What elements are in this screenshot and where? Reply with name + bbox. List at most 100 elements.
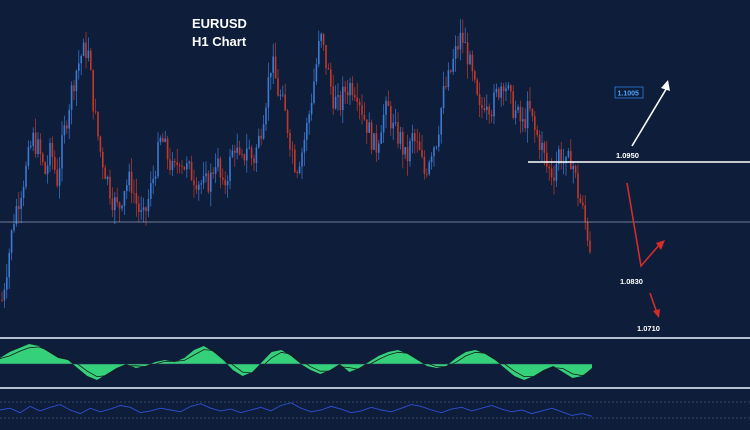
candle [394,108,397,127]
candle-body [10,230,13,253]
candle [459,19,462,61]
candle-body [505,88,507,92]
candle [524,108,526,133]
candle [34,118,37,158]
candle-body [488,106,490,115]
candle [294,144,296,174]
candle-body [248,147,250,149]
candle-body [310,102,313,115]
candle [80,54,82,76]
candle-body [306,122,308,140]
candle [58,157,61,199]
candle-body [190,161,193,181]
candle-body [140,210,142,213]
candle-body [231,150,234,157]
candle-body [546,152,548,167]
candle-body [94,111,97,113]
candle [404,147,406,160]
candle-body [486,106,488,111]
candle-body [433,147,435,157]
candle [469,50,471,66]
candle-body [39,139,42,154]
candle-body [258,135,260,148]
candle-body [70,85,73,110]
candle [231,144,234,159]
candle-body [255,147,258,164]
candle-body [20,197,22,209]
candle [3,283,6,308]
candle-body [589,240,591,252]
candle [306,117,308,151]
candle-body [128,171,130,186]
candle-body [212,172,214,174]
candle [510,84,512,104]
candle [339,90,342,116]
candle [296,169,298,178]
candle [387,90,390,107]
candle-body [541,142,543,150]
oscillator-area [0,344,592,380]
candle-body [373,133,375,150]
candle-body [325,45,327,69]
candle [315,57,318,85]
candle-body [466,42,469,65]
candle [534,111,536,143]
candle-body [207,173,210,192]
candle-body [34,132,37,154]
candle [462,19,464,54]
candle [255,144,258,172]
candle [433,145,435,167]
candle-body [334,96,337,109]
candle-body [354,95,356,98]
candle [49,138,51,173]
candle-body [142,207,145,211]
candle [246,133,248,173]
candle-body [474,71,476,80]
candle-body [286,110,289,133]
target-label-1-0830: 1.0830 [620,277,643,286]
candle-body [457,46,459,50]
candle [219,156,222,189]
candle-body [582,202,584,206]
candle [558,145,560,171]
candle-body [361,105,363,115]
candle-body [483,108,486,111]
candle [56,158,58,188]
candle-body [102,151,104,168]
candle-body [32,132,34,146]
candle-body [421,149,423,157]
candle-body [138,203,140,213]
candle-body [99,136,102,152]
candle [498,86,500,101]
up-arrow-shaft [631,85,669,147]
candle-body [277,78,279,96]
candle-body [375,133,378,153]
candle-body [150,183,152,200]
candle-body [63,125,66,136]
candle-body [586,221,589,241]
candle [102,147,104,180]
candle [272,43,274,85]
candle [13,213,15,233]
candle-body [210,172,212,192]
candle [198,181,200,201]
candle [97,111,99,141]
candle-body [27,147,30,166]
candle [430,152,433,170]
candle-body [404,147,406,155]
candle-body [390,106,392,129]
candle-body [454,46,457,59]
candle-body [109,176,111,199]
candle [450,69,452,74]
candle [517,104,519,114]
candle [224,171,226,194]
candle [274,42,277,79]
candle [169,148,171,175]
candle [1,291,3,302]
candle [176,148,178,174]
candle [284,83,286,111]
candle [291,141,294,164]
rsi-line [0,402,593,417]
candle [174,158,176,168]
